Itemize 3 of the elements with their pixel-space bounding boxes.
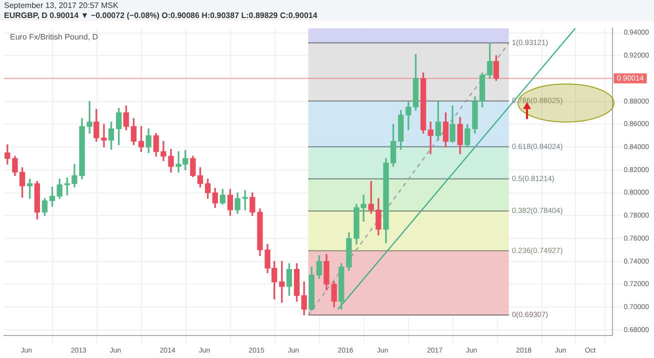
text: Euro Fx/British Pound, D xyxy=(10,32,98,42)
chart-subtitle: EURGBP, D 0.90014 ▼ −0.00072 (−0.08%) O:0.90086 H:0.90387 L:0.89829 C:0.90014 xyxy=(4,11,318,21)
text: September 13, 2017 20:57 MSK xyxy=(4,1,120,11)
